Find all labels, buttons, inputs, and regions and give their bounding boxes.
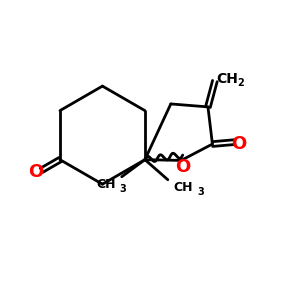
Text: CH: CH	[97, 178, 116, 191]
Text: 2: 2	[238, 78, 244, 88]
Text: O: O	[175, 158, 190, 176]
Text: 3: 3	[197, 187, 204, 197]
Text: CH: CH	[173, 181, 193, 194]
Text: CH: CH	[216, 72, 238, 86]
Text: O: O	[232, 135, 247, 153]
Text: 3: 3	[120, 184, 127, 194]
Text: O: O	[28, 163, 44, 181]
